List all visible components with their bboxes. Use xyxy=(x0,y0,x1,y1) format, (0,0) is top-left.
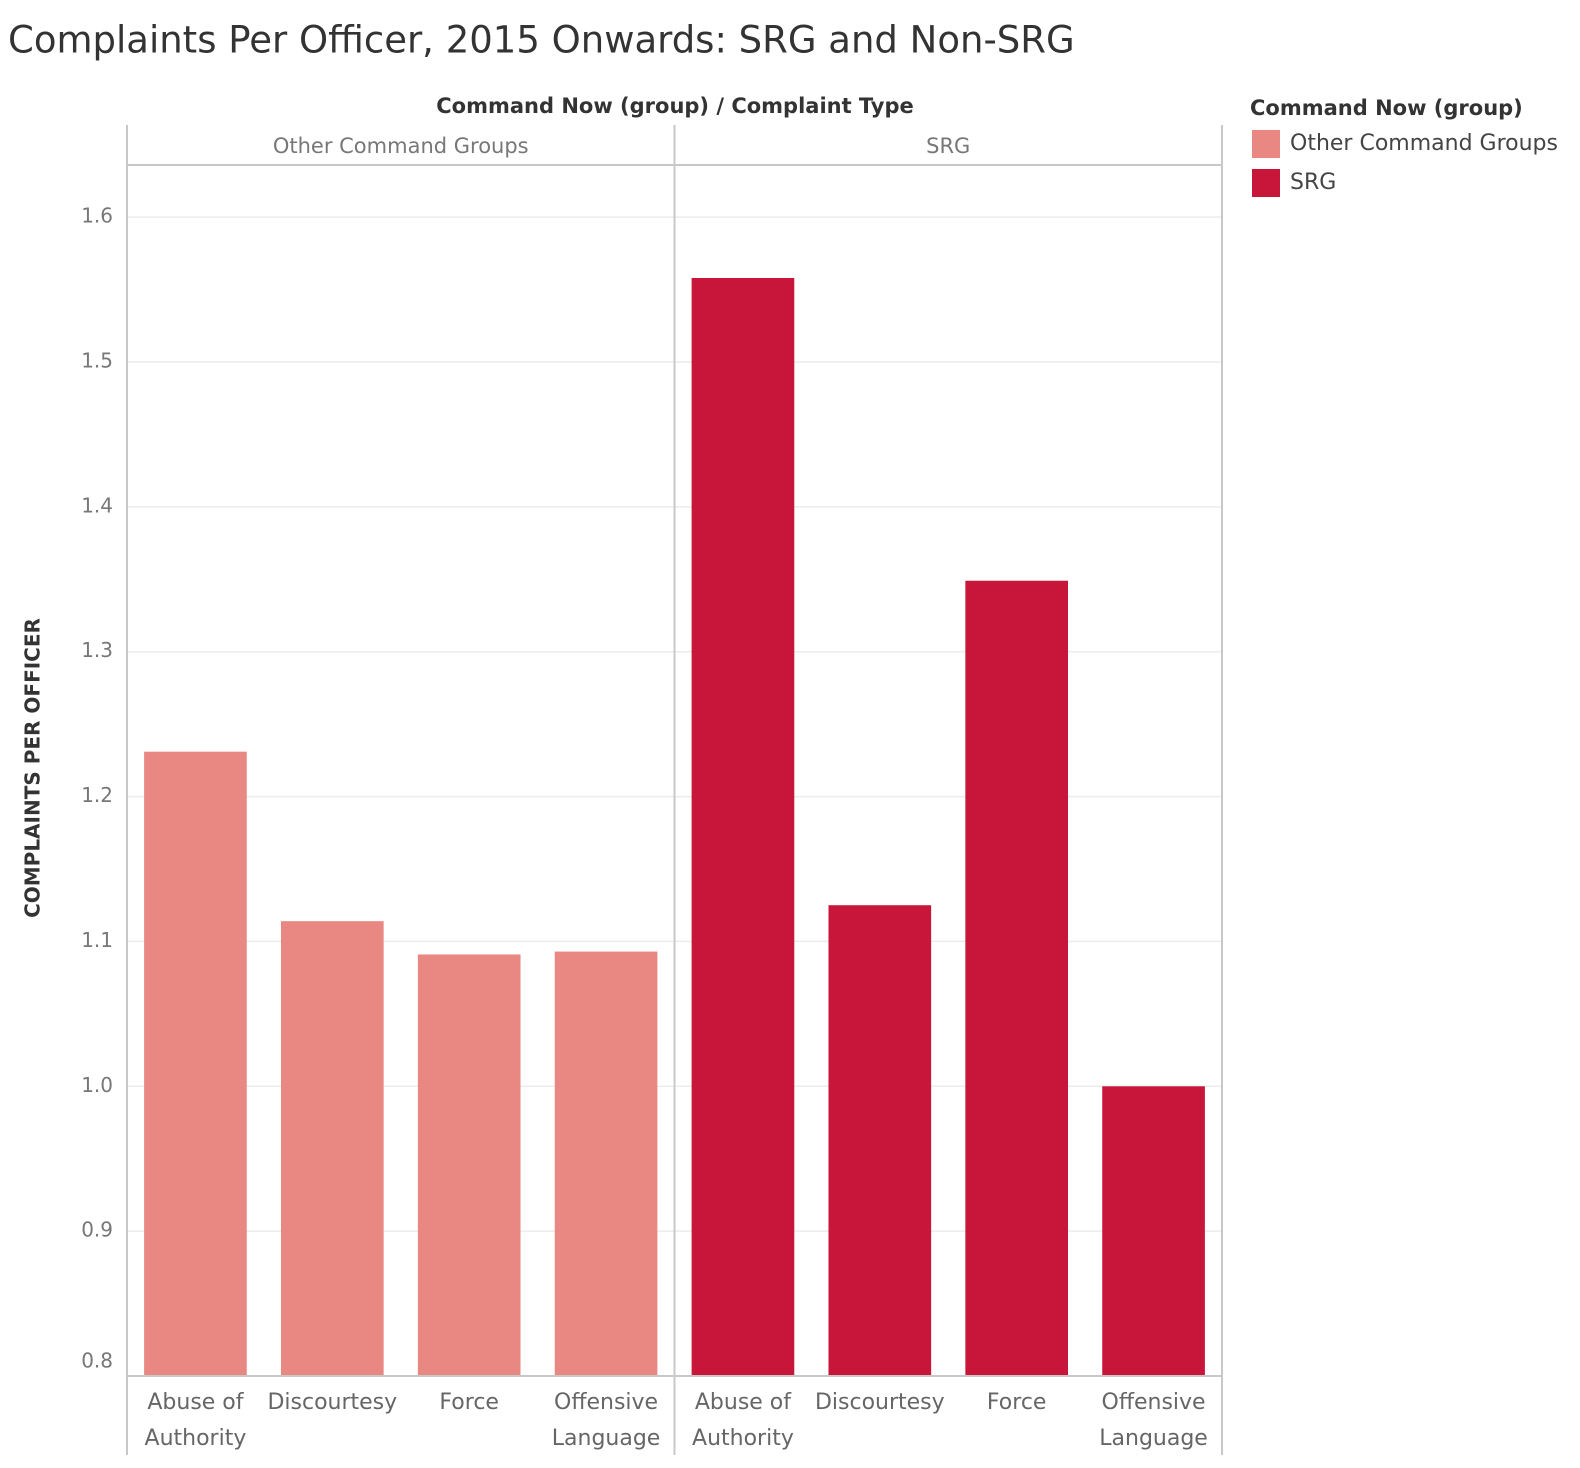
x-tick-label: Discourtesy xyxy=(267,1390,398,1415)
legend-label: Other Command Groups xyxy=(1290,131,1558,156)
legend-swatch xyxy=(1252,169,1280,197)
legend-label: SRG xyxy=(1290,170,1336,195)
y-tick-label: 1.6 xyxy=(81,204,113,228)
bar xyxy=(144,751,247,1376)
x-tick-label: Offensive Language xyxy=(1099,1390,1208,1451)
y-tick-label: 1.3 xyxy=(81,638,113,662)
y-tick-label: 1.2 xyxy=(81,783,113,807)
bar xyxy=(280,921,384,1376)
x-tick-label: Force xyxy=(986,1390,1047,1415)
y-tick-label: 0.9 xyxy=(81,1218,113,1242)
bar xyxy=(691,277,795,1376)
panel-header: SRG xyxy=(926,134,970,158)
bar xyxy=(1102,1086,1205,1376)
facet-header: Command Now (group) / Complaint Type xyxy=(436,94,913,118)
bar xyxy=(828,905,932,1376)
legend-title: Command Now (group) xyxy=(1250,96,1523,120)
y-tick-label: 1.1 xyxy=(81,928,113,952)
y-tick-label: 1.5 xyxy=(81,349,113,373)
x-tick-label: Discourtesy xyxy=(814,1390,945,1415)
x-tick-label: Abuse of Authority xyxy=(144,1390,247,1451)
x-tick-label: Force xyxy=(439,1390,499,1415)
bar xyxy=(965,580,1069,1376)
bar xyxy=(417,954,521,1376)
y-axis-label: COMPLAINTS PER OFFICER xyxy=(21,618,45,918)
legend-swatch xyxy=(1252,130,1280,158)
panel-header: Other Command Groups xyxy=(273,134,529,158)
y-tick-label: 1.0 xyxy=(81,1073,113,1097)
chart-title: Complaints Per Officer, 2015 Onwards: SR… xyxy=(8,19,1075,62)
bar xyxy=(554,951,658,1376)
x-tick-label: Offensive Language xyxy=(551,1390,661,1451)
y-tick-label: 1.4 xyxy=(81,493,113,517)
x-tick-label: Abuse of Authority xyxy=(692,1390,794,1451)
y-tick-label: 0.8 xyxy=(81,1349,113,1373)
